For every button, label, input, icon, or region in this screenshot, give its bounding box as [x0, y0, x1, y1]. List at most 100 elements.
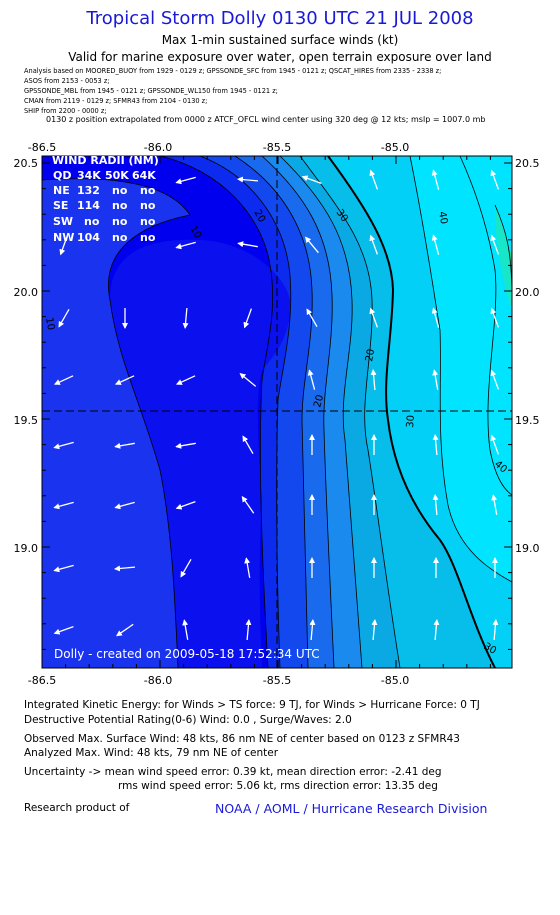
wind-radii-cell: no: [140, 231, 156, 244]
subtitle-winds: Max 1-min sustained surface winds (kt): [161, 33, 399, 47]
source-line-1: Analysis based on MOORED_BUOY from 1929 …: [24, 67, 442, 75]
wind-radii-cell: SE: [53, 199, 68, 212]
wind-arrow: [490, 234, 500, 255]
wind-arrow: [301, 175, 322, 185]
wind-arrow: [490, 434, 500, 455]
wind-arrow: [175, 500, 196, 510]
wind-radii-header: 50K: [105, 169, 129, 182]
wind-arrow: [58, 308, 70, 328]
wind-radii-header: QD: [53, 169, 71, 182]
wind-radii-cell: no: [140, 184, 156, 197]
band-east-edge-2: [495, 205, 512, 310]
wind-radii-cell: 104: [77, 231, 100, 244]
wind-arrow: [53, 375, 74, 385]
wind-radii-cell: SW: [53, 215, 73, 228]
wind-radii-title: WIND RADII (NM): [52, 154, 159, 167]
wind-arrow: [114, 565, 136, 572]
wind-arrow: [175, 176, 196, 185]
wind-arrow: [182, 619, 189, 640]
wind-radii-table: WIND RADII (NM) QD 34K 50K 64K NE 132 no…: [52, 154, 159, 244]
wind-arrow: [432, 434, 439, 456]
wind-arrow: [237, 241, 258, 248]
wind-arrow: [53, 564, 74, 573]
wind-radii-cell: no: [112, 199, 128, 212]
wind-arrow: [490, 169, 500, 190]
lat-label-left: 19.5: [14, 414, 39, 427]
contour-lines: [42, 156, 512, 668]
research-product-text: Research product of: [24, 802, 130, 814]
wind-arrow: [433, 619, 440, 641]
storm-center-crosshair: [42, 156, 512, 668]
wind-arrow: [53, 501, 74, 510]
wind-arrow: [115, 623, 134, 637]
wind-arrow: [432, 369, 439, 390]
lon-label-top: -86.0: [144, 141, 172, 154]
wind-arrow: [53, 625, 74, 635]
lon-label-top: -86.5: [28, 141, 56, 154]
wind-arrow: [431, 169, 440, 190]
wind-arrow: [490, 369, 500, 390]
plot-frame: [41, 155, 513, 669]
lon-label-top: -85.0: [381, 141, 409, 154]
axis-labels: -86.5 -86.0 -85.5 -85.0 -86.5 -86.0 -85.…: [14, 141, 540, 685]
wind-arrow: [369, 307, 379, 328]
wind-vectors: [53, 169, 500, 641]
contour-label: 30: [405, 415, 417, 429]
lat-label-right: 19.5: [515, 414, 540, 427]
wind-radii-cell: 132: [77, 184, 100, 197]
source-line-4: CMAN from 2119 - 0129 z; SFMR43 from 210…: [24, 97, 208, 105]
uncertainty-text-2: rms wind speed error: 5.06 kt, rms direc…: [118, 780, 438, 792]
wind-arrow: [242, 435, 254, 455]
lat-label-left: 20.5: [14, 157, 39, 170]
wind-arrow: [307, 369, 316, 390]
wind-radii-cell: no: [112, 184, 128, 197]
lon-label-bottom: -86.5: [28, 674, 56, 685]
wind-radii-header: 34K: [77, 169, 101, 182]
wind-radii-cell: no: [112, 231, 128, 244]
noaa-link[interactable]: NOAA / AOML / Hurricane Research Divisio…: [215, 801, 488, 816]
source-line-5: SHIP from 2200 - 0000 z;: [24, 107, 107, 115]
wind-arrow: [304, 236, 319, 254]
wind-arrow: [492, 619, 499, 641]
wind-arrow: [114, 501, 135, 510]
contour-label: 20: [364, 348, 377, 362]
ike-text: Integrated Kinetic Energy: for Winds > T…: [24, 699, 480, 711]
contour-label: 20: [312, 394, 326, 409]
position-note: 0130 z position extrapolated from 0000 z…: [46, 115, 486, 124]
lat-label-right: 19.0: [515, 542, 540, 555]
band-inner-low: [42, 178, 190, 668]
wind-radii-cell: no: [140, 215, 156, 228]
map-credit: Dolly - created on 2009-05-18 17:52:34 U…: [54, 647, 320, 661]
wind-speed-bands: [42, 156, 512, 668]
wind-radii-header: 64K: [132, 169, 156, 182]
wind-arrow: [241, 495, 255, 514]
wind-arrow: [369, 234, 379, 255]
subtitle-exposure: Valid for marine exposure over water, op…: [68, 50, 492, 64]
wind-arrow: [245, 619, 252, 641]
wind-field-map: 10 10 20 20 20 30 30 30 40 40 -86.5 -86.…: [14, 141, 540, 685]
wind-arrow: [243, 308, 253, 329]
wind-arrow: [244, 557, 251, 578]
lon-label-bottom: -85.5: [263, 674, 291, 685]
wind-arrow: [370, 369, 377, 391]
wind-arrow: [491, 494, 498, 515]
wind-arrow: [237, 176, 259, 183]
wind-arrow: [175, 241, 196, 250]
dpr-text: Destructive Potential Rating(0-6) Wind: …: [24, 714, 352, 726]
uncertainty-text-1: Uncertainty -> mean wind speed error: 0.…: [24, 766, 442, 778]
wind-arrow: [432, 494, 439, 516]
lon-label-top: -85.5: [263, 141, 291, 154]
lon-label-bottom: -86.0: [144, 674, 172, 685]
lon-label-bottom: -85.0: [381, 674, 409, 685]
source-line-3: GPSSONDE_MBL from 1945 - 0121 z; GPSSOND…: [24, 87, 278, 95]
wind-arrow: [431, 307, 440, 328]
wind-arrow: [371, 619, 378, 641]
lat-label-left: 19.0: [14, 542, 39, 555]
wind-arrow: [309, 619, 316, 641]
wind-arrow: [175, 442, 196, 449]
wind-arrow: [114, 375, 135, 385]
observed-max-text: Observed Max. Surface Wind: 48 kts, 86 n…: [24, 733, 460, 745]
wind-radii-cell: no: [140, 199, 156, 212]
wind-arrow: [59, 235, 69, 256]
lat-label-right: 20.0: [515, 286, 540, 299]
